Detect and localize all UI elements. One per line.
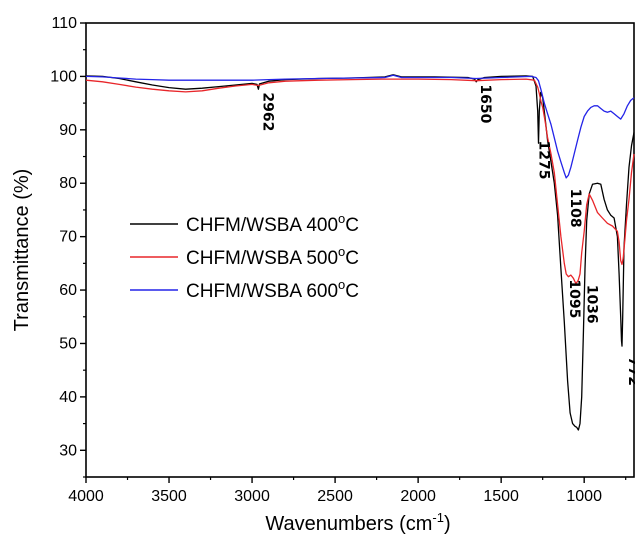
x-tick-label: 2000 [400,488,436,505]
y-tick-label: 110 [51,15,77,32]
y-tick-label: 60 [59,282,77,299]
peak-annotation: 1036 [584,285,600,324]
series-line-3 [86,74,635,179]
y-tick-label: 100 [50,68,77,85]
y-tick-label: 90 [59,122,77,139]
legend-label-3: CHFM/WSBA 600oC [186,277,359,302]
x-tick-label: 3500 [151,488,187,505]
series-line-2 [86,78,635,285]
legend-label-1: CHFM/WSBA 400oC [186,211,359,236]
x-tick-label: 1000 [566,488,602,505]
y-tick-label: 50 [59,335,77,352]
y-tick-label: 80 [59,175,77,192]
legend-label-2: CHFM/WSBA 500oC [186,244,359,269]
y-tick-label: 70 [59,229,77,246]
y-axis: 30 40 50 60 70 80 90 100 110 [50,15,86,478]
series-layer [86,74,635,431]
y-axis-title: Transmittance (%) [11,169,33,332]
x-tick-label: 2500 [317,488,353,505]
x-axis-title-superscript: -1 [432,510,444,525]
x-axis: 4000 3500 3000 2500 2000 1500 1000 [68,477,627,505]
legend: CHFM/WSBA 400oC CHFM/WSBA 500oC CHFM/WSBA … [130,211,359,302]
x-axis-title: Wavenumbers (cm-1) [265,510,450,535]
peak-annotation: 2962 [259,92,275,131]
plot-frame [85,22,635,478]
y-tick-label: 30 [59,442,77,459]
peak-annotation: 772 [625,357,635,386]
peak-annotation: 1095 [566,279,582,318]
annotation-layer: 2962 1650 1275 1108 1095 1036 772 [259,84,635,386]
x-tick-label: 4000 [68,488,104,505]
x-tick-label: 1500 [483,488,519,505]
x-tick-label: 3000 [234,488,270,505]
peak-annotation: 1650 [477,84,493,123]
peak-annotation: 1108 [567,189,583,228]
peak-annotation: 1275 [535,141,551,180]
y-tick-label: 40 [59,389,77,406]
